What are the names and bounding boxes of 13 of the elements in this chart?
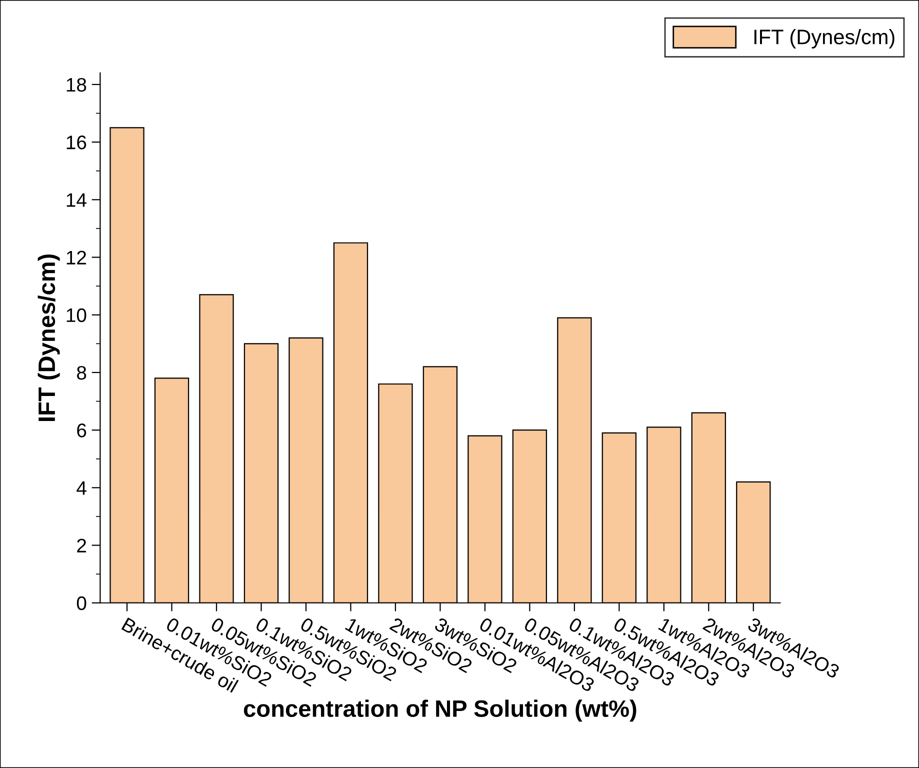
y-tick-label: 14: [66, 193, 86, 207]
y-tick-label: 2: [77, 538, 86, 552]
y-tick-label: 4: [76, 481, 86, 495]
x-axis-title: concentration of NP Solution (wt%): [244, 700, 636, 722]
y-tick-label: 8: [77, 366, 86, 380]
y-tick-label: 12: [66, 250, 86, 264]
y-tick-label: 10: [66, 308, 86, 322]
legend-label: IFT (Dynes/cm): [754, 29, 894, 48]
y-tick-label: 18: [66, 78, 86, 92]
y-tick-label: 6: [77, 424, 86, 438]
y-tick-label: 0: [76, 596, 86, 610]
y-axis-title: IFT (Dynes/cm): [38, 254, 60, 421]
y-tick-label: 16: [66, 136, 86, 150]
